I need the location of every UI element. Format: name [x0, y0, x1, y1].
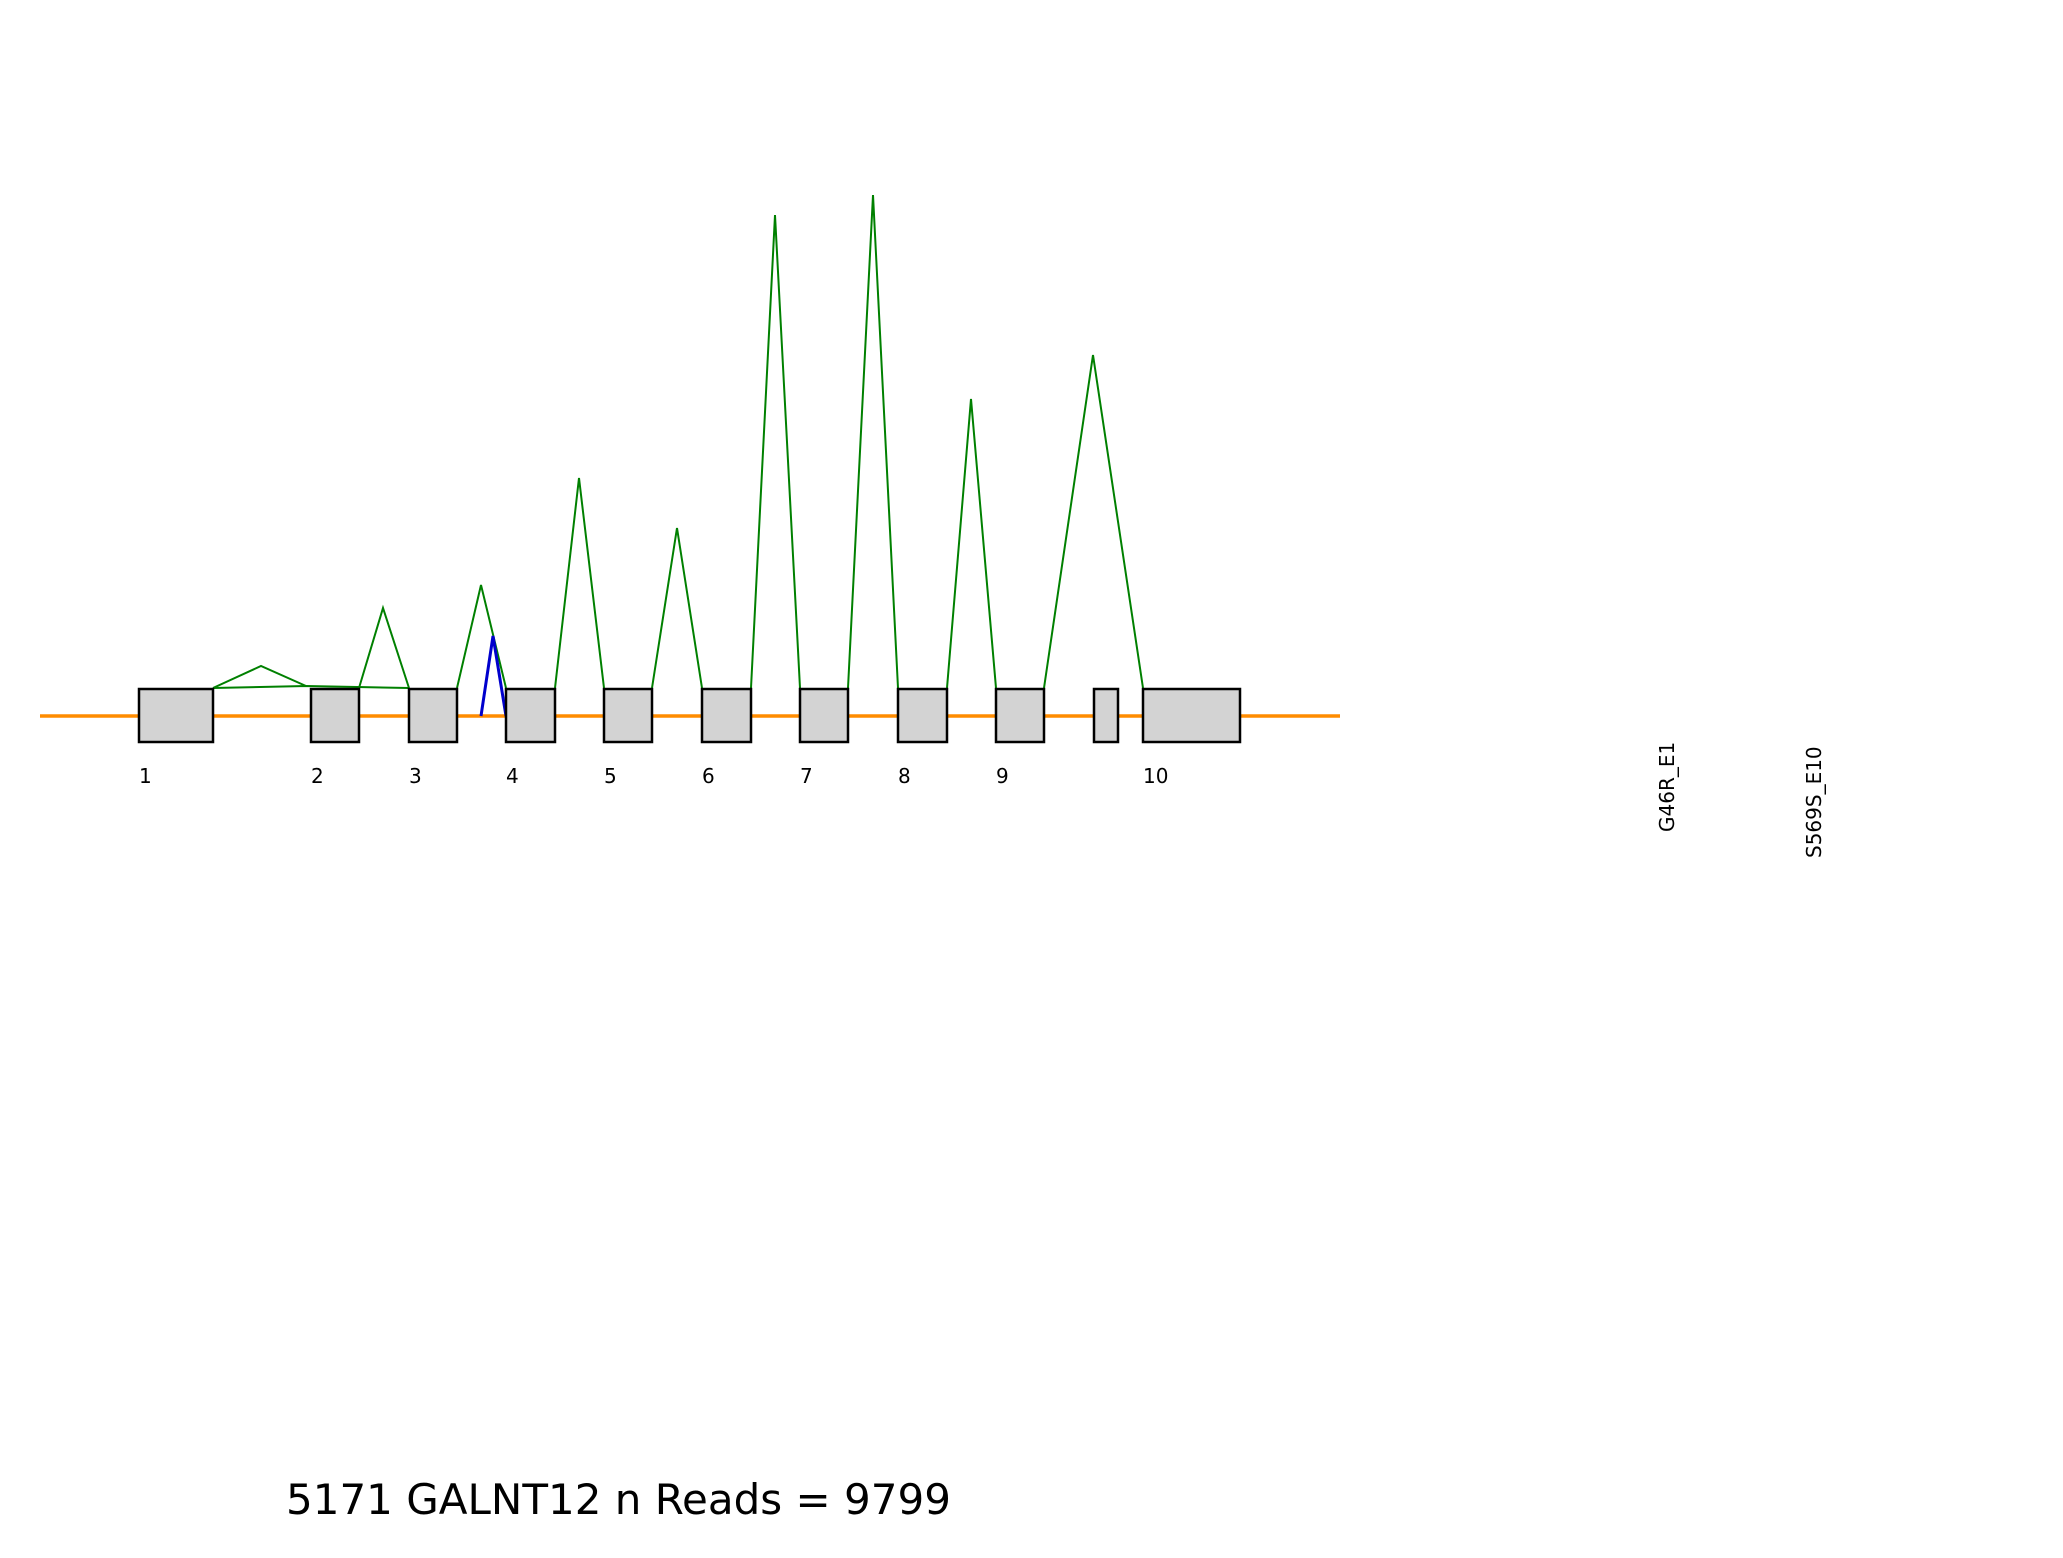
junction-arc-5: [479, 635, 508, 717]
exon-label-1: 1: [139, 764, 152, 788]
variant-label-g46r: G46R_E1: [1655, 742, 1679, 832]
exon-5: [602, 687, 654, 744]
exon-2: [309, 687, 361, 744]
exon-1: [137, 687, 215, 744]
exon-10: [1092, 687, 1120, 744]
exon-label-9: 9: [996, 764, 1009, 788]
exon-label-8: 8: [898, 764, 911, 788]
exon-label-2: 2: [311, 764, 324, 788]
exon-label-7: 7: [800, 764, 813, 788]
junction-arc-9: [847, 194, 899, 689]
exon-11: [1141, 687, 1242, 744]
junction-arc-6: [554, 477, 605, 689]
exon-label-4: 4: [506, 764, 519, 788]
exon-label-3: 3: [409, 764, 422, 788]
exon-9: [994, 687, 1046, 744]
page-title: 5171 GALNT12 n Reads = 9799: [286, 1475, 951, 1524]
junction-arc-3: [358, 604, 410, 689]
junction-arc-2: [212, 684, 410, 689]
junction-arc-4: [456, 584, 507, 689]
exon-3: [407, 687, 459, 744]
junction-arc-10: [946, 398, 997, 689]
exon-label-5: 5: [604, 764, 617, 788]
exon-4: [504, 687, 557, 744]
junction-arc-7: [651, 527, 703, 689]
exon-label-6: 6: [702, 764, 715, 788]
exon-6: [700, 687, 753, 744]
exon-7: [798, 687, 850, 744]
junction-arcs: [212, 194, 1144, 717]
junction-arc-1: [212, 664, 307, 689]
exon-label-10: 10: [1143, 764, 1168, 788]
variant-label-s569s: S569S_E10: [1802, 746, 1826, 858]
junction-arc-11: [1043, 354, 1144, 689]
junction-arc-8: [750, 214, 801, 689]
exon-track: [137, 687, 1242, 744]
exon-8: [896, 687, 949, 744]
